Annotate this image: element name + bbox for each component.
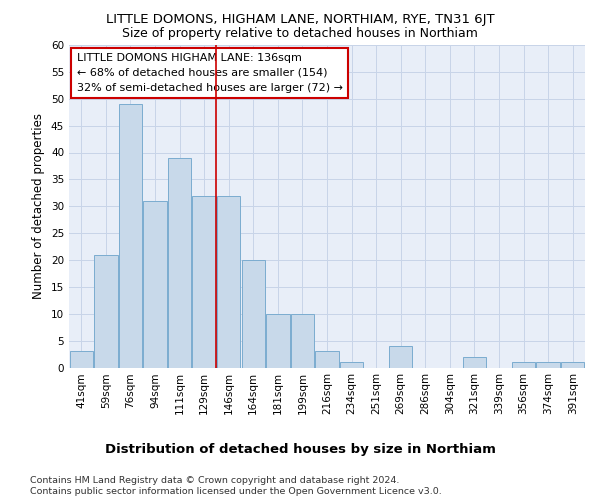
Text: Contains HM Land Registry data © Crown copyright and database right 2024.: Contains HM Land Registry data © Crown c… — [30, 476, 400, 485]
Text: Contains public sector information licensed under the Open Government Licence v3: Contains public sector information licen… — [30, 487, 442, 496]
Bar — [266, 314, 290, 368]
Bar — [291, 314, 314, 368]
Bar — [340, 362, 363, 368]
Text: LITTLE DOMONS, HIGHAM LANE, NORTHIAM, RYE, TN31 6JT: LITTLE DOMONS, HIGHAM LANE, NORTHIAM, RY… — [106, 12, 494, 26]
Y-axis label: Number of detached properties: Number of detached properties — [32, 114, 46, 299]
Text: LITTLE DOMONS HIGHAM LANE: 136sqm
← 68% of detached houses are smaller (154)
32%: LITTLE DOMONS HIGHAM LANE: 136sqm ← 68% … — [77, 53, 343, 92]
Bar — [168, 158, 191, 368]
Bar — [217, 196, 241, 368]
Bar — [70, 352, 93, 368]
Text: Size of property relative to detached houses in Northiam: Size of property relative to detached ho… — [122, 28, 478, 40]
Bar — [119, 104, 142, 368]
Bar — [512, 362, 535, 368]
Bar — [94, 254, 118, 368]
Text: Distribution of detached houses by size in Northiam: Distribution of detached houses by size … — [104, 442, 496, 456]
Bar — [242, 260, 265, 368]
Bar — [536, 362, 560, 368]
Bar — [193, 196, 216, 368]
Bar — [561, 362, 584, 368]
Bar — [143, 201, 167, 368]
Bar — [463, 357, 486, 368]
Bar — [316, 352, 338, 368]
Bar — [389, 346, 412, 368]
